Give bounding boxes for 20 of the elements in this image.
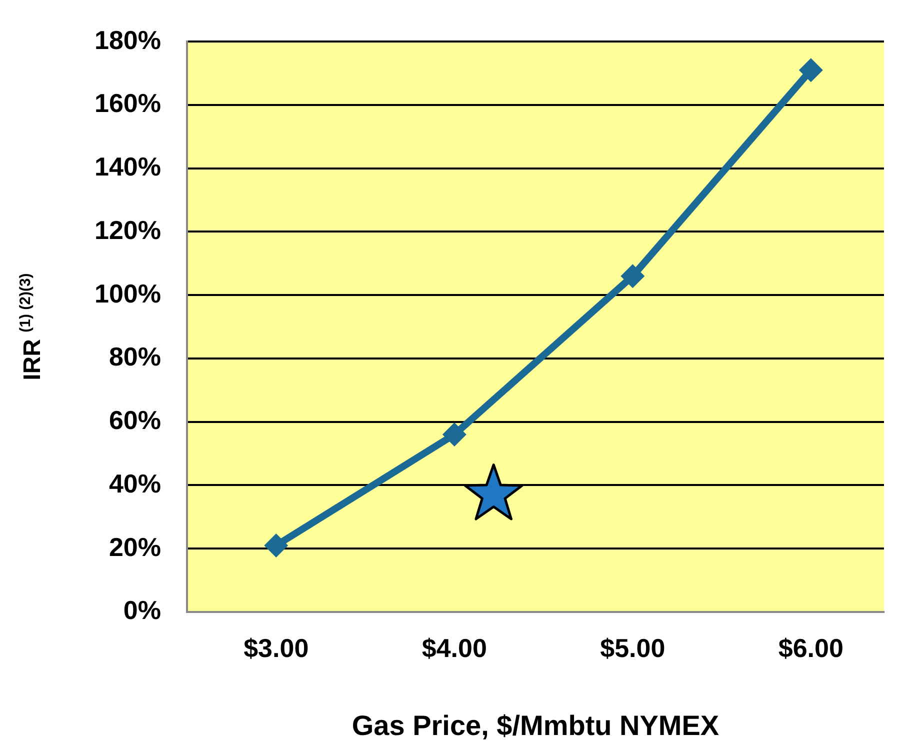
y-tick-label: 140% <box>94 152 161 182</box>
x-tick-label: $6.00 <box>778 632 844 663</box>
y-axis-title: IRR (1) (2)(3) <box>17 273 46 380</box>
y-tick-label: 80% <box>108 342 161 372</box>
x-tick-label: $5.00 <box>600 632 666 663</box>
point <box>264 533 288 558</box>
y-tick-label: 120% <box>94 214 161 245</box>
y-tick-label: 60% <box>108 405 161 436</box>
point <box>798 58 823 82</box>
y-tick-label: 100% <box>94 278 161 308</box>
y-tick-label: 160% <box>94 88 161 118</box>
y-tick-label: 40% <box>108 468 161 498</box>
y-tick-label: 20% <box>108 532 161 562</box>
x-axis-title: Gas Price, $/Mmbtu NYMEX <box>352 710 720 741</box>
x-tick-label: $3.00 <box>244 632 309 663</box>
point <box>442 422 466 447</box>
y-tick-label: 0% <box>123 595 161 626</box>
y-tick-label: 180% <box>94 24 161 55</box>
point <box>620 264 645 288</box>
x-tick-label: $4.00 <box>422 632 487 663</box>
